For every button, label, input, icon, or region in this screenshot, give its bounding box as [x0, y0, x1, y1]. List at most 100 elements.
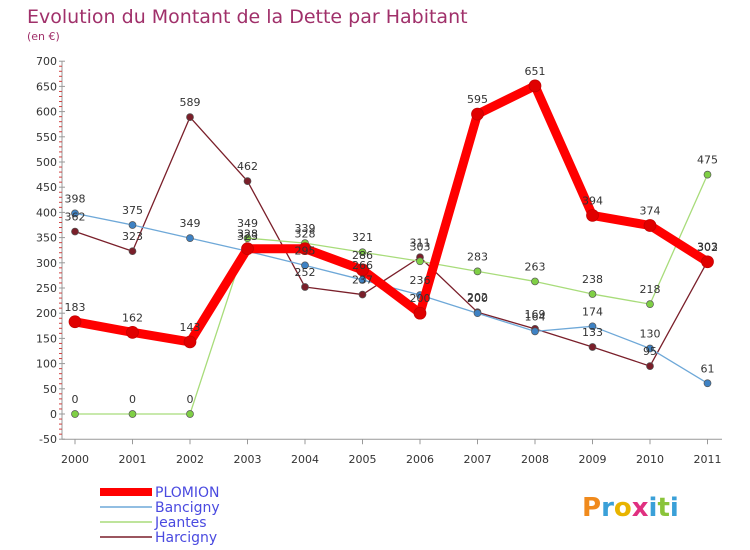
- legend-label-harcigny: Harcigny: [155, 530, 217, 546]
- y-tick-label: 50: [43, 383, 57, 396]
- data-label: 595: [467, 93, 488, 106]
- data-label: 143: [180, 321, 201, 334]
- data-point: [358, 290, 367, 299]
- data-label: 130: [640, 327, 661, 340]
- chart-unit: (en €): [27, 30, 60, 43]
- data-point: [473, 309, 482, 318]
- chart-title: Evolution du Montant de la Dette par Hab…: [27, 6, 468, 28]
- data-point: [128, 221, 137, 229]
- logo-letter: o: [614, 493, 632, 523]
- data-labels: 362 323 589 462 252 237 311 202 169 133 95 303 0 0 0 34…: [65, 65, 719, 406]
- data-point: [588, 343, 597, 351]
- data-point: [531, 327, 539, 336]
- data-point: [703, 170, 712, 179]
- data-point: [71, 209, 79, 218]
- data-point: [186, 410, 194, 418]
- data-point: [183, 335, 197, 349]
- data-label: 266: [352, 259, 373, 272]
- logo-letter: i: [649, 493, 658, 523]
- data-point: [701, 255, 714, 269]
- data-label: 323: [237, 230, 258, 243]
- series-line-plomion: [70, 81, 712, 347]
- data-label: 0: [129, 393, 136, 406]
- data-point: [473, 267, 482, 276]
- y-tick-label: 500: [36, 156, 57, 169]
- data-point: [413, 306, 427, 320]
- data-label: 339: [295, 222, 316, 235]
- data-label: 321: [352, 231, 373, 244]
- x-tick-label: 2010: [636, 453, 664, 466]
- data-point: [186, 234, 194, 242]
- legend-label-bancigny: Bancigny: [155, 500, 220, 516]
- data-label: 169: [525, 308, 546, 321]
- data-point: [646, 344, 654, 353]
- data-label: 462: [237, 160, 258, 173]
- data-point: [186, 113, 194, 121]
- x-tick-label: 2007: [464, 453, 492, 466]
- x-tick-label: 2001: [119, 453, 147, 466]
- data-label: 237: [352, 274, 373, 287]
- legend-label-jeantes: Jeantes: [154, 515, 207, 531]
- logo-letter: t: [657, 493, 669, 523]
- data-label: 133: [582, 326, 603, 339]
- data-label: 589: [180, 96, 201, 109]
- data-point: [358, 276, 367, 284]
- y-tick-label: 400: [36, 206, 57, 219]
- data-label: 651: [525, 65, 546, 78]
- data-label: 362: [65, 211, 86, 224]
- logo-letter: r: [601, 493, 614, 523]
- data-label: 375: [122, 204, 143, 217]
- data-label: 238: [582, 273, 603, 286]
- data-point: [646, 362, 654, 370]
- data-point: [531, 277, 539, 286]
- series-lines: [68, 79, 714, 418]
- y-tick-label: 350: [36, 232, 57, 245]
- y-tick-label: 450: [36, 181, 57, 194]
- data-label: 328: [237, 228, 258, 241]
- data-label: 95: [643, 345, 657, 358]
- x-tick-label: 2005: [349, 453, 377, 466]
- y-tick-label: 300: [36, 257, 57, 270]
- data-point: [71, 410, 79, 418]
- data-point: [356, 263, 369, 277]
- logo-text: Proxiti: [582, 493, 679, 523]
- data-label: 349: [237, 217, 258, 230]
- data-point: [703, 379, 712, 388]
- data-label: 263: [525, 260, 546, 273]
- data-point: [298, 242, 312, 256]
- x-tick-label: 2000: [61, 453, 89, 466]
- data-point: [126, 326, 139, 339]
- data-label: 0: [72, 393, 79, 406]
- x-tick-label: 2006: [406, 453, 434, 466]
- x-tick-label: 2004: [291, 453, 319, 466]
- series-line-jeantes: [74, 173, 709, 415]
- data-point: [128, 410, 137, 418]
- y-tick-label: 550: [36, 131, 57, 144]
- data-point: [588, 290, 597, 298]
- y-tick-label: 650: [36, 80, 57, 93]
- data-label: 200: [467, 292, 488, 305]
- data-label: 303: [410, 240, 431, 253]
- series-line-bancigny: [74, 212, 709, 384]
- logo-letter: P: [582, 493, 601, 523]
- data-point: [243, 234, 252, 242]
- data-point: [416, 257, 424, 266]
- legend-label-plomion: PLOMION: [155, 485, 219, 501]
- data-label: 202: [467, 291, 488, 304]
- data-label: 323: [122, 230, 143, 243]
- data-label: 286: [352, 249, 373, 262]
- data-point: [301, 283, 309, 291]
- data-point: [243, 177, 252, 186]
- proxiti-logo: Proxiti: [582, 493, 679, 523]
- data-label: 218: [640, 283, 661, 296]
- x-tick-label: 2008: [521, 453, 549, 466]
- data-point: [358, 248, 367, 257]
- data-point: [68, 315, 82, 329]
- data-label: 311: [410, 236, 431, 249]
- data-label: 0: [187, 393, 194, 406]
- data-label: 303: [697, 240, 718, 253]
- series-line-harcigny: [74, 116, 709, 367]
- data-label: 302: [697, 241, 718, 254]
